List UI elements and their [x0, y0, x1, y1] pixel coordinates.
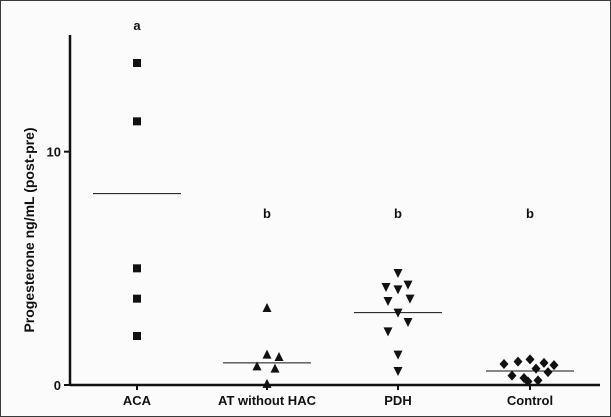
- data-point-triangle-down: [383, 297, 393, 306]
- significance-labels: a b b b: [133, 18, 534, 221]
- mean-lines: [93, 193, 574, 372]
- data-point-square: [133, 332, 141, 340]
- data-point-diamond: [539, 357, 549, 368]
- data-point-triangle-down: [393, 308, 403, 318]
- data-point-triangle-up: [262, 349, 272, 359]
- data-point-triangle-down: [403, 318, 413, 327]
- x-tick-label: Control: [507, 393, 553, 408]
- data-point-diamond: [499, 359, 509, 369]
- significance-label: a: [133, 18, 141, 33]
- data-point-diamond: [525, 354, 535, 365]
- data-point-diamond: [531, 363, 541, 374]
- x-tick-label: PDH: [384, 393, 411, 408]
- data-point-triangle-down: [393, 285, 403, 295]
- data-point-diamond: [523, 376, 533, 387]
- data-point-diamond: [533, 375, 543, 386]
- y-ticks: 0 10: [47, 145, 70, 393]
- data-point-triangle-down: [393, 269, 403, 278]
- data-point-triangle-down: [393, 350, 403, 360]
- data-point-triangle-up: [270, 363, 280, 373]
- data-points: [133, 59, 559, 388]
- significance-label: b: [263, 206, 271, 221]
- data-point-diamond: [513, 356, 523, 367]
- data-point-triangle-up: [274, 352, 284, 361]
- x-tick-label: AT without HAC: [218, 393, 317, 408]
- data-point-square: [133, 294, 141, 303]
- data-point-square: [133, 59, 141, 67]
- data-point-triangle-down: [393, 367, 403, 376]
- axes: [68, 35, 600, 387]
- data-point-diamond: [507, 370, 517, 381]
- data-point-triangle-up: [252, 361, 262, 371]
- significance-label: b: [526, 206, 534, 221]
- data-point-triangle-up: [262, 303, 272, 312]
- data-point-diamond: [549, 360, 559, 371]
- data-point-triangle-down: [405, 294, 415, 304]
- data-point-triangle-down: [383, 327, 393, 337]
- y-tick-label: 0: [54, 378, 61, 393]
- y-tick-label: 10: [47, 145, 61, 160]
- x-tick-label: ACA: [123, 393, 152, 408]
- data-point-diamond: [543, 367, 553, 378]
- data-point-triangle-down: [381, 283, 391, 292]
- y-axis-label: Progesterone ng/mL (post-pre): [21, 127, 37, 332]
- data-point-square: [133, 264, 141, 273]
- x-tick-labels: ACA AT without HAC PDH Control: [123, 385, 553, 408]
- data-point-triangle-up: [262, 378, 272, 388]
- data-point-square: [133, 117, 141, 126]
- data-point-triangle-down: [403, 280, 413, 290]
- significance-label: b: [394, 206, 402, 221]
